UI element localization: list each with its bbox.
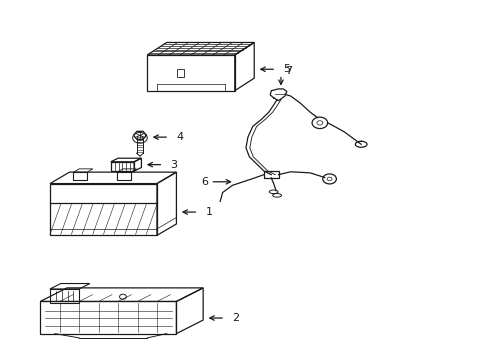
Text: 2: 2 (232, 313, 239, 323)
Text: 3: 3 (170, 159, 177, 170)
Text: 1: 1 (205, 207, 212, 217)
Text: 7: 7 (285, 66, 291, 76)
Text: 4: 4 (176, 132, 183, 142)
Text: 5: 5 (283, 64, 290, 74)
Text: 6: 6 (201, 177, 207, 187)
